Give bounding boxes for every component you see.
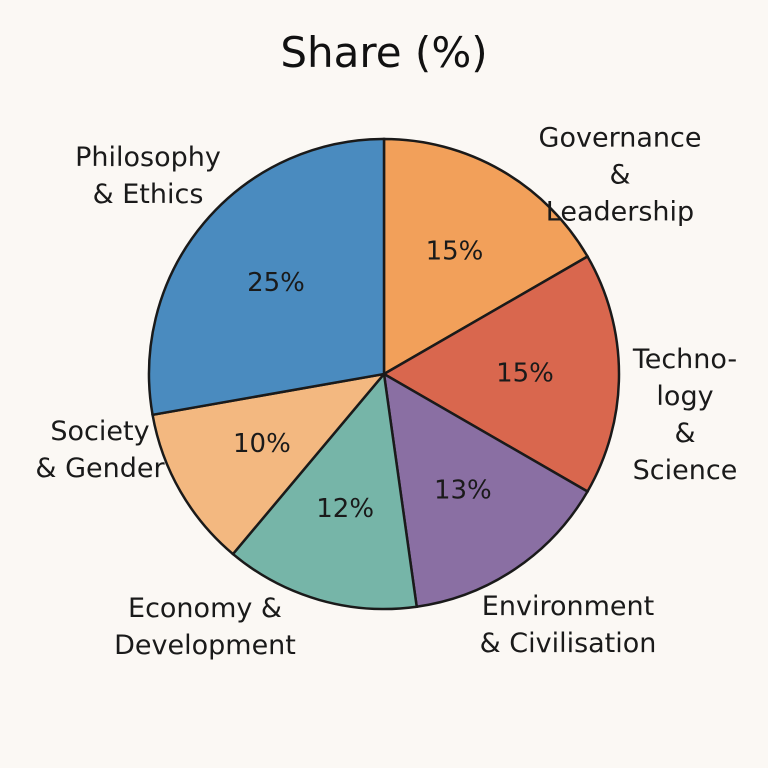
- value-label: 25%: [247, 268, 305, 298]
- category-label: Economy & Development: [114, 593, 296, 661]
- category-label: Environment & Civilisation: [479, 591, 657, 659]
- pie-slice: [147, 137, 386, 417]
- pie-slice: [231, 371, 419, 611]
- category-label: Techno- logy & Science: [632, 344, 738, 486]
- pie-slice: [151, 372, 388, 556]
- pie-slice: [381, 254, 621, 494]
- value-label: 15%: [496, 359, 554, 389]
- value-label: 10%: [233, 429, 291, 459]
- category-label: Governance & Leadership: [538, 122, 702, 228]
- value-label: 13%: [434, 475, 492, 505]
- pie-slice: [382, 371, 590, 609]
- category-label: Society & Gender: [35, 416, 165, 484]
- value-label: 12%: [316, 494, 374, 524]
- category-label: Philosophy & Ethics: [75, 142, 221, 210]
- pie-slice: [382, 137, 590, 377]
- chart-title: Share (%): [280, 28, 488, 77]
- value-label: 15%: [426, 236, 484, 266]
